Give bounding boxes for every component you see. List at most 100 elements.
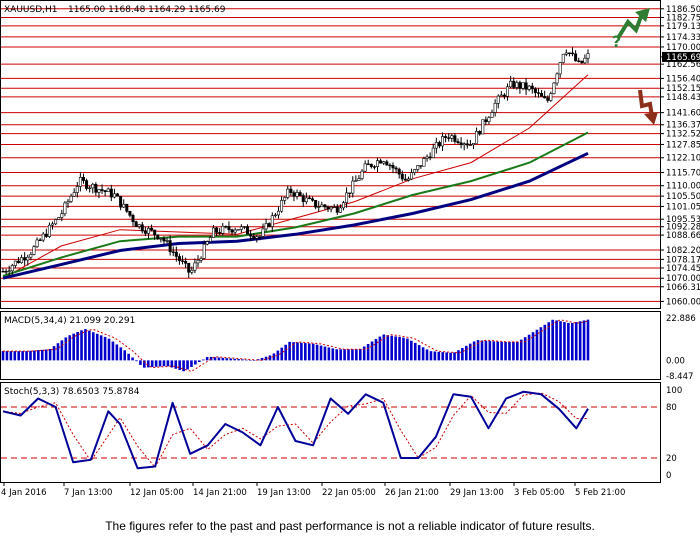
candle-body (283, 197, 287, 201)
candle-body (199, 258, 203, 261)
macd-bar (512, 341, 515, 361)
macd-bar (225, 358, 229, 361)
moving-averages (2, 74, 589, 280)
macd-bar (366, 344, 370, 361)
macd-bar (559, 321, 562, 361)
macd-bar (343, 349, 346, 361)
macd-bar (107, 338, 111, 361)
stoch-tick-label: 80 (666, 403, 677, 413)
candle-body (403, 178, 407, 181)
time-tick-label: 12 Jan 05:00 (130, 488, 184, 498)
price-tick-label: 1088.66 (666, 231, 700, 241)
macd-bar (72, 333, 75, 361)
candle-body (509, 80, 513, 88)
candle-body (425, 156, 429, 159)
macd-bar (523, 337, 527, 361)
macd-bar (127, 353, 130, 361)
candle-body (168, 240, 172, 253)
macd-bar (323, 346, 327, 361)
candle-body (196, 259, 200, 264)
macd-bar (370, 341, 374, 361)
candle-body (233, 229, 237, 233)
candle-body (23, 257, 27, 261)
macd-bar (496, 341, 499, 361)
macd-bar (390, 335, 393, 361)
candle-body (329, 206, 333, 210)
candle-body (394, 167, 398, 170)
macd-bar (217, 357, 221, 361)
price-axis: 1186.501182.751179.131174.331170.001165.… (660, 5, 700, 307)
macd-bar (527, 334, 531, 361)
candle-body (258, 236, 262, 238)
macd-bar (264, 356, 268, 361)
macd-tick-label: 0.00 (666, 356, 685, 366)
macd-bar (95, 333, 99, 361)
macd-bar (351, 349, 354, 361)
macd-bar (201, 359, 205, 361)
candle-body (533, 88, 537, 93)
macd-bar (563, 322, 566, 361)
candle-body (574, 53, 578, 62)
candle-body (116, 193, 120, 197)
candle-body (72, 192, 76, 197)
macd-bar (570, 322, 574, 361)
candle-body (54, 219, 58, 225)
candle-body (273, 214, 277, 217)
candle-body (345, 192, 349, 203)
candle-body (478, 131, 482, 135)
macd-bar (198, 360, 201, 363)
macd-bar (229, 358, 233, 361)
candle-body (462, 143, 466, 146)
macd-bar (547, 322, 551, 361)
macd-bar (468, 343, 472, 361)
time-tick-label: 3 Feb 05:00 (514, 488, 564, 498)
candle-body (181, 260, 185, 262)
candle-body (317, 206, 321, 208)
price-tick-label: 1066.31 (666, 283, 700, 293)
candle-body (549, 93, 553, 101)
candle-body (13, 260, 17, 266)
price-tick-label: 1110.00 (666, 182, 700, 192)
time-tick-label: 19 Jan 13:00 (257, 488, 311, 498)
candle-body (85, 180, 89, 189)
candle-body (153, 229, 157, 236)
price-tick-label: 1101.05 (666, 202, 700, 212)
macd-bar (539, 327, 543, 361)
macd-bar (472, 341, 476, 361)
macd-bar (44, 349, 48, 361)
price-tick-label: 1105.50 (666, 192, 700, 202)
macd-bar (64, 337, 68, 361)
candle-body (128, 210, 132, 216)
macd-bar (449, 352, 452, 361)
macd-bar (111, 341, 115, 361)
price-tick-label: 1060.00 (666, 297, 700, 307)
time-tick-label: 7 Jan 13:00 (64, 488, 112, 498)
price-tick-label: 1174.33 (666, 33, 700, 43)
macd-bar (374, 339, 378, 361)
candle-body (97, 189, 101, 193)
candle-body (543, 96, 547, 99)
macd-bar (582, 320, 586, 361)
macd-bar (5, 351, 9, 361)
candle-body (512, 80, 516, 88)
candle-body (580, 60, 584, 64)
macd-bar (48, 349, 52, 361)
candle-body (471, 143, 475, 146)
candle-body (122, 203, 126, 208)
macd-bar (433, 351, 437, 361)
candle-body (518, 82, 522, 89)
macd-bar (233, 358, 236, 361)
candle-body (134, 221, 138, 227)
candle-body (376, 160, 380, 168)
macd-bar (288, 341, 291, 361)
macd-histogram (1, 319, 590, 372)
macd-bar (146, 360, 150, 368)
candle-body (493, 102, 497, 113)
candle-body (502, 94, 506, 97)
macd-bar (276, 350, 280, 361)
candle-body (88, 187, 92, 190)
candle-body (363, 163, 367, 172)
macd-bar (272, 353, 276, 361)
candle-body (125, 203, 129, 212)
candle-body (215, 227, 219, 233)
